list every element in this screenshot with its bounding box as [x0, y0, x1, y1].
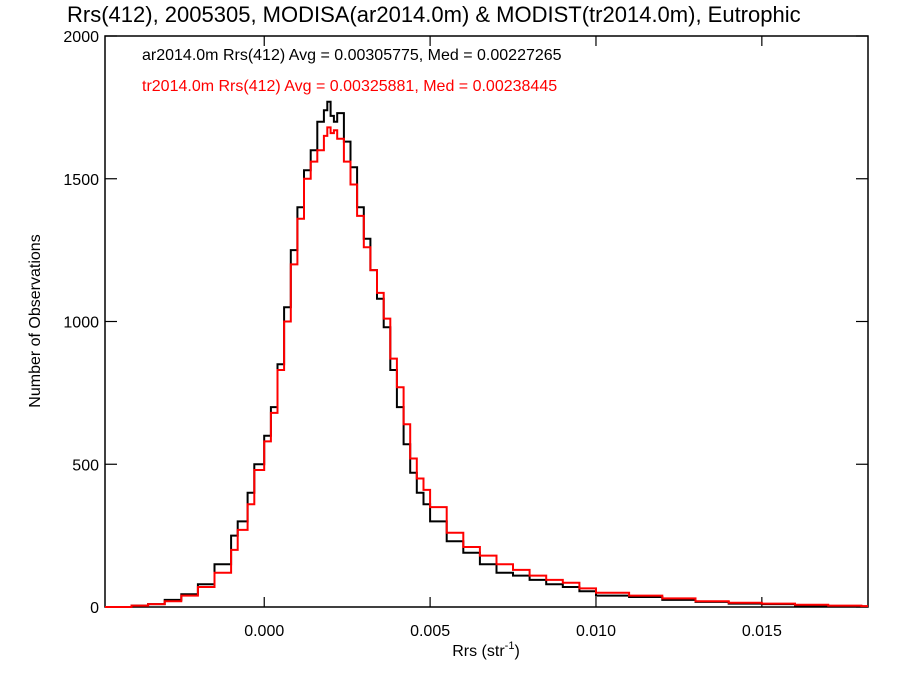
y-tick-label: 1000: [63, 315, 99, 332]
plot-frame: [104, 35, 869, 608]
x-axis-label: Rrs (str-1): [452, 640, 520, 660]
series-layer: [105, 100, 868, 608]
legend-entry-0: ar2014.0m Rrs(412) Avg = 0.00305775, Med…: [142, 47, 562, 64]
legend-entry-1: tr2014.0m Rrs(412) Avg = 0.00325881, Med…: [142, 78, 557, 95]
y-tick-label: 500: [72, 457, 99, 474]
y-tick-label: 1500: [63, 172, 99, 189]
x-tick-label: 0.015: [742, 623, 782, 640]
y-tick-label: 0: [90, 600, 99, 617]
series-line-1: [105, 126, 868, 608]
y-axis-label: Number of Observations: [27, 234, 44, 407]
series-line-0: [105, 100, 868, 608]
x-tick-label: 0.005: [410, 623, 450, 640]
legend: ar2014.0m Rrs(412) Avg = 0.00305775, Med…: [142, 47, 562, 95]
axis-ticks: 0.000 0.005 0.010 0.015 0 500 1000 1500 2000: [63, 29, 868, 640]
y-tick-label: 2000: [63, 29, 99, 46]
chart-title: Rrs(412), 2005305, MODISA(ar2014.0m) & M…: [67, 2, 801, 27]
x-tick-label: 0.000: [244, 623, 284, 640]
x-tick-label: 0.010: [576, 623, 616, 640]
